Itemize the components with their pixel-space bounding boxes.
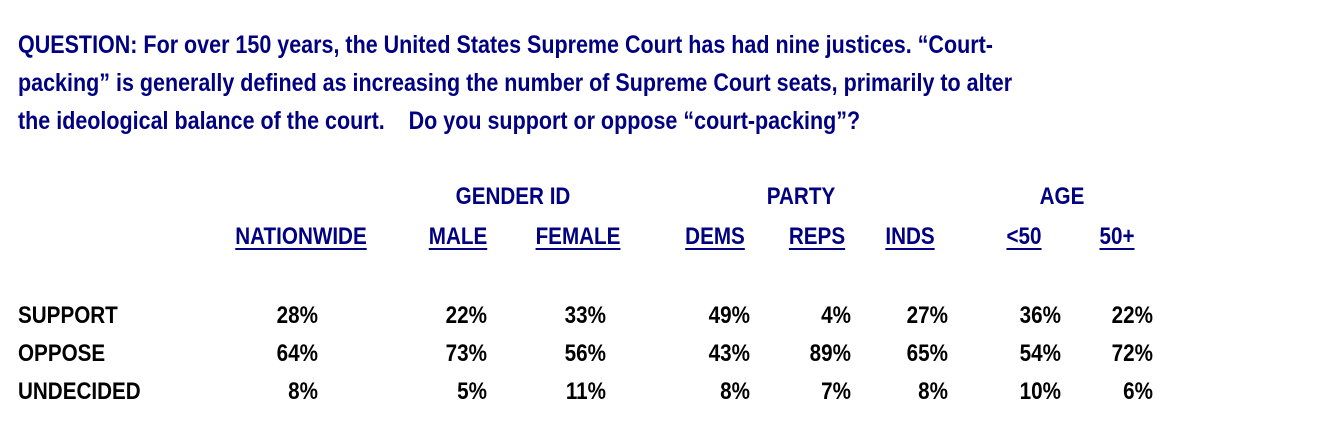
- cell-value: 6%: [1123, 378, 1153, 405]
- cell-value: 28%: [276, 302, 318, 329]
- question-line-1: QUESTION: For over 150 years, the United…: [18, 31, 993, 59]
- cell-value: 22%: [445, 302, 487, 329]
- cell-value: 8%: [918, 378, 948, 405]
- cell-value: 5%: [457, 378, 487, 405]
- question-line-3: the ideological balance of the court. Do…: [18, 107, 861, 135]
- column-header: <50: [1006, 223, 1042, 250]
- cell-value: 56%: [564, 340, 606, 367]
- column-header: REPS: [788, 223, 846, 250]
- cell-value: 65%: [906, 340, 948, 367]
- question-label: QUESTION:: [18, 31, 138, 59]
- row-label: SUPPORT: [18, 302, 118, 329]
- cell-value: 11%: [565, 378, 606, 405]
- cell-value: 49%: [708, 302, 750, 329]
- cell-value: 72%: [1111, 340, 1153, 367]
- question-line-2: packing” is generally defined as increas…: [18, 69, 1013, 97]
- row-label: UNDECIDED: [18, 378, 141, 405]
- cell-value: 22%: [1111, 302, 1153, 329]
- cell-value: 36%: [1019, 302, 1061, 329]
- cell-value: 64%: [276, 340, 318, 367]
- column-header: MALE: [428, 223, 488, 250]
- cell-value: 4%: [821, 302, 851, 329]
- cell-value: 89%: [809, 340, 851, 367]
- cell-value: 8%: [288, 378, 318, 405]
- group-header: PARTY: [766, 183, 836, 210]
- group-header: GENDER ID: [455, 183, 571, 210]
- cell-value: 7%: [821, 378, 851, 405]
- cell-value: 73%: [445, 340, 487, 367]
- cell-value: 33%: [564, 302, 606, 329]
- column-header: NATIONWIDE: [235, 223, 367, 250]
- column-header: DEMS: [685, 223, 745, 250]
- column-header: FEMALE: [535, 223, 621, 250]
- column-header: 50+: [1099, 223, 1135, 250]
- cell-value: 43%: [708, 340, 750, 367]
- row-label: OPPOSE: [18, 340, 106, 367]
- cell-value: 54%: [1019, 340, 1061, 367]
- cell-value: 27%: [906, 302, 948, 329]
- group-header: AGE: [1039, 183, 1085, 210]
- cell-value: 8%: [720, 378, 750, 405]
- column-header: INDS: [885, 223, 935, 250]
- cell-value: 10%: [1019, 378, 1061, 405]
